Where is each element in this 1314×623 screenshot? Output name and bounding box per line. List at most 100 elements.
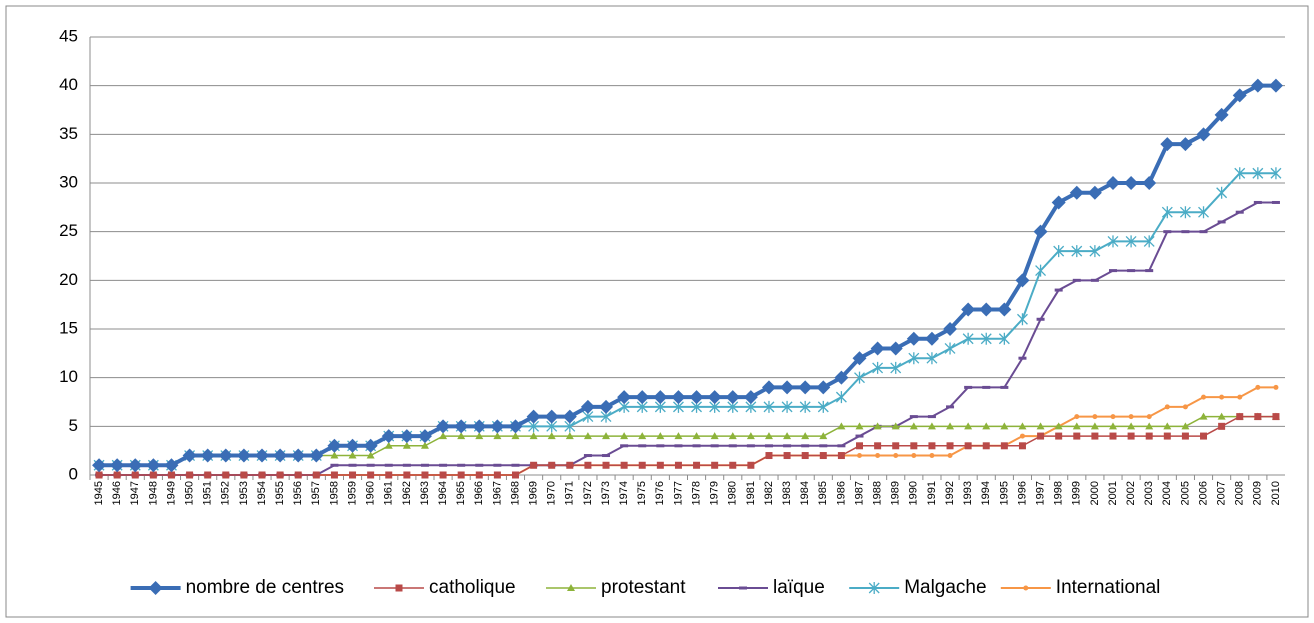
data-point bbox=[911, 453, 917, 459]
data-point bbox=[363, 438, 378, 453]
data-point bbox=[1108, 422, 1117, 430]
data-point bbox=[1018, 442, 1026, 450]
y-tick-label: 15 bbox=[59, 318, 78, 337]
y-tick-label: 45 bbox=[59, 26, 78, 45]
legend-marker bbox=[395, 584, 403, 592]
data-point bbox=[1074, 414, 1080, 420]
data-point bbox=[457, 471, 465, 479]
legend-label: nombre de centres bbox=[186, 577, 344, 598]
data-point bbox=[1073, 432, 1081, 440]
data-point bbox=[927, 415, 936, 419]
data-point bbox=[493, 471, 501, 479]
data-point bbox=[837, 452, 845, 460]
data-point bbox=[1087, 185, 1102, 200]
data-point bbox=[946, 422, 955, 430]
data-point bbox=[1181, 230, 1190, 234]
data-point bbox=[906, 331, 921, 346]
x-tick-label: 1971 bbox=[564, 481, 576, 505]
x-tick-label: 1983 bbox=[781, 481, 793, 505]
data-point bbox=[273, 448, 288, 463]
data-point bbox=[982, 385, 991, 389]
data-point bbox=[765, 452, 773, 460]
legend-label: International bbox=[1056, 577, 1161, 598]
data-point bbox=[1199, 230, 1208, 234]
data-point bbox=[692, 444, 701, 448]
data-point bbox=[258, 471, 266, 479]
data-point bbox=[674, 444, 683, 448]
data-point bbox=[200, 448, 215, 463]
data-point bbox=[330, 463, 339, 467]
data-point bbox=[348, 451, 357, 459]
data-point bbox=[399, 429, 414, 444]
data-point bbox=[511, 432, 520, 440]
data-point bbox=[255, 448, 270, 463]
data-point bbox=[1107, 235, 1119, 248]
data-point bbox=[852, 351, 867, 366]
data-point bbox=[131, 471, 139, 479]
y-tick-label: 10 bbox=[59, 367, 78, 386]
data-point bbox=[819, 452, 827, 460]
data-point bbox=[780, 380, 795, 395]
x-tick-label: 1958 bbox=[328, 481, 340, 505]
x-tick-label: 2000 bbox=[1089, 481, 1101, 505]
x-tick-label: 2009 bbox=[1252, 481, 1264, 505]
data-point bbox=[1232, 88, 1247, 103]
y-tick-label: 25 bbox=[59, 221, 78, 240]
data-point bbox=[888, 341, 903, 356]
data-point bbox=[439, 432, 448, 440]
data-point bbox=[856, 442, 864, 450]
x-tick-label: 1995 bbox=[998, 481, 1010, 505]
data-point bbox=[1268, 78, 1283, 93]
data-point bbox=[1273, 384, 1279, 390]
x-tick-label: 1990 bbox=[908, 481, 920, 505]
data-point bbox=[943, 322, 958, 336]
data-point bbox=[1017, 313, 1028, 326]
data-point bbox=[728, 444, 737, 448]
data-point bbox=[330, 471, 338, 479]
data-point bbox=[1181, 422, 1190, 430]
data-point bbox=[421, 471, 429, 479]
data-point bbox=[890, 361, 902, 374]
data-point bbox=[1110, 414, 1116, 420]
data-point bbox=[1090, 278, 1099, 282]
data-point bbox=[1036, 422, 1045, 430]
data-point bbox=[417, 429, 432, 444]
x-tick-label: 1976 bbox=[654, 481, 666, 505]
x-tick-label: 1994 bbox=[980, 481, 992, 505]
data-point bbox=[1196, 127, 1211, 142]
data-point bbox=[345, 438, 360, 453]
data-point bbox=[439, 463, 448, 467]
data-point bbox=[801, 452, 809, 460]
data-point bbox=[493, 432, 502, 440]
data-point bbox=[980, 332, 992, 345]
data-point bbox=[529, 432, 538, 440]
data-point bbox=[707, 390, 722, 405]
data-point bbox=[928, 442, 936, 450]
x-tick-label: 1948 bbox=[147, 481, 159, 505]
data-point bbox=[1253, 200, 1262, 204]
data-point bbox=[1161, 206, 1173, 219]
data-point bbox=[1033, 224, 1048, 239]
x-tick-label: 2005 bbox=[1179, 481, 1191, 505]
data-point bbox=[946, 405, 955, 409]
data-point bbox=[547, 432, 556, 440]
data-point bbox=[1124, 176, 1139, 190]
data-point bbox=[638, 461, 646, 469]
x-tick-label: 1951 bbox=[202, 481, 214, 505]
data-point bbox=[816, 380, 831, 395]
data-point bbox=[457, 463, 466, 467]
data-point bbox=[710, 444, 719, 448]
data-point bbox=[530, 461, 538, 469]
x-tick-label: 1992 bbox=[944, 481, 956, 505]
x-tick-label: 1966 bbox=[473, 481, 485, 505]
data-point bbox=[472, 419, 487, 434]
x-tick-label: 1957 bbox=[310, 481, 322, 505]
data-point bbox=[602, 461, 610, 469]
data-point bbox=[910, 442, 918, 450]
data-point bbox=[1200, 432, 1208, 440]
data-point bbox=[979, 302, 994, 317]
x-tick-label: 1974 bbox=[618, 481, 630, 505]
data-point bbox=[1219, 394, 1225, 400]
data-point bbox=[819, 444, 828, 448]
x-tick-label: 1954 bbox=[256, 481, 268, 505]
